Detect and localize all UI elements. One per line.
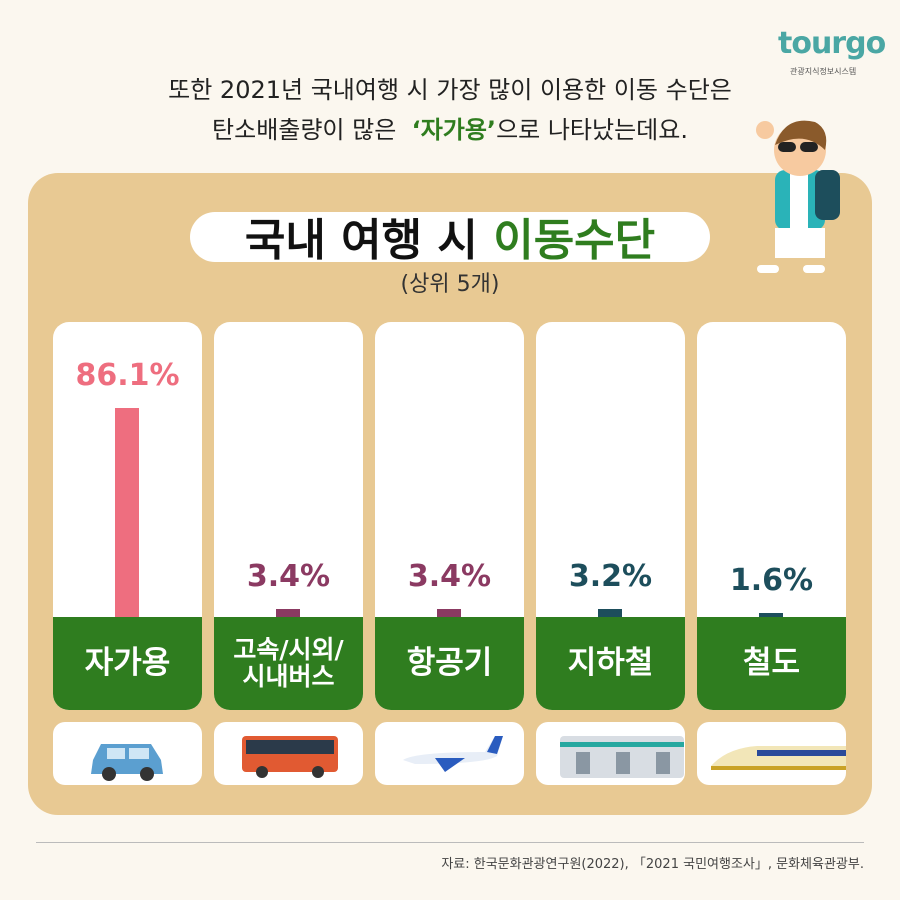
icon-card <box>536 722 685 785</box>
card: 86.1% 자가용 <box>53 322 202 710</box>
bus-icon <box>242 736 338 778</box>
category-box: 고속/시외/시내버스 <box>214 617 363 710</box>
icon-card <box>214 722 363 785</box>
card: 1.6% 철도 <box>697 322 846 710</box>
value-label: 3.4% <box>246 558 331 594</box>
logo: tourgo <box>778 26 886 61</box>
intro-text: 으로 나타났는데요. <box>496 116 688 144</box>
subway-icon <box>560 736 684 778</box>
intro-line: 또한 2021년 국내여행 시 가장 많이 이용한 이동 수단은 <box>168 76 732 104</box>
category-box: 철도 <box>697 617 846 710</box>
category-label: 고속/시외/시내버스 <box>233 635 344 691</box>
title-highlight: 이동수단 <box>493 215 656 266</box>
card: 3.4% 항공기 <box>375 322 524 710</box>
value-label: 86.1% <box>75 357 180 393</box>
card: 3.2% 지하철 <box>536 322 685 710</box>
chart-subtitle: (상위 5개) <box>400 272 500 297</box>
bar <box>598 609 622 617</box>
intro-line: 탄소배출량이 많은 ‘자가용’으로 나타났는데요. <box>0 110 900 150</box>
category-box: 자가용 <box>53 617 202 710</box>
card: 3.4% 고속/시외/시내버스 <box>214 322 363 710</box>
bar <box>276 608 300 617</box>
bar <box>437 608 461 617</box>
bar <box>115 407 139 617</box>
category-label: 자가용 <box>84 645 171 682</box>
title-bg <box>190 212 710 262</box>
source: 자료: 한국문화관광연구원(2022), 「2021 국민여행조사」, 문화체육… <box>441 857 864 872</box>
icon-card <box>375 722 524 785</box>
plane-icon <box>403 736 503 772</box>
character <box>756 120 840 273</box>
intro: 또한 2021년 국내여행 시 가장 많이 이용한 이동 수단은 탄소배출량이 … <box>0 70 900 150</box>
title-text: 국내 여행 시 <box>244 215 478 266</box>
category-label: 지하철 <box>567 645 654 682</box>
value-label: 3.2% <box>568 559 653 595</box>
intro-text: 탄소배출량이 많은 <box>212 116 397 144</box>
value-label: 1.6% <box>729 563 814 599</box>
category-label: 항공기 <box>406 645 493 682</box>
intro-highlight: ‘자가용’ <box>411 116 497 144</box>
category-box: 지하철 <box>536 617 685 710</box>
car-icon <box>91 744 163 781</box>
category-label: 철도 <box>742 645 801 682</box>
train-icon <box>711 746 846 770</box>
category-box: 항공기 <box>375 617 524 710</box>
chart-title: 국내 여행 시 이동수단 <box>0 204 900 268</box>
logo-subtitle: 관광지식정보시스템 <box>790 67 857 76</box>
icon-card <box>53 722 202 785</box>
bar <box>759 613 783 617</box>
value-label: 3.4% <box>407 558 492 594</box>
icon-card <box>697 722 846 785</box>
divider <box>36 842 864 843</box>
